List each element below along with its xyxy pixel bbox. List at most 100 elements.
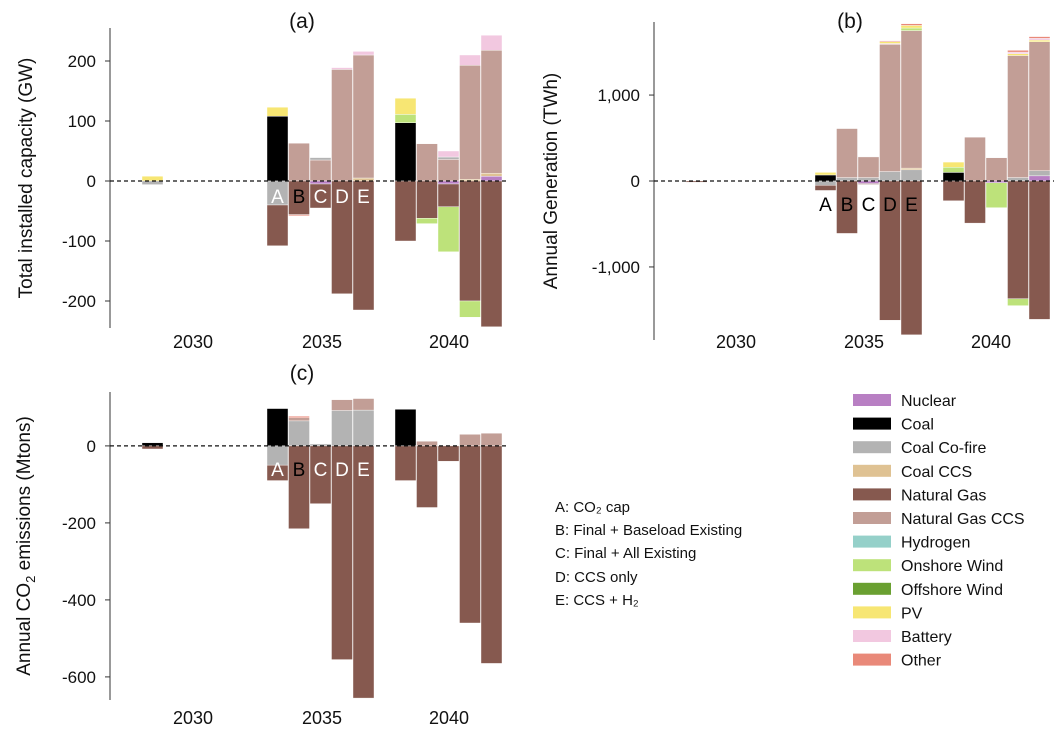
bar-segment bbox=[900, 27, 923, 31]
bar-segment bbox=[437, 156, 460, 160]
bar-2040-B bbox=[416, 143, 438, 224]
bar-segment bbox=[900, 180, 923, 336]
legend-swatch bbox=[853, 630, 891, 642]
bar-segment bbox=[1007, 55, 1029, 178]
year-label: 2040 bbox=[429, 708, 469, 728]
bar-segment bbox=[985, 157, 1008, 182]
legend-item: Coal Co-fire bbox=[853, 440, 986, 457]
bar-segment bbox=[437, 159, 460, 182]
bar-segment bbox=[416, 143, 438, 182]
bar-segment bbox=[879, 171, 901, 182]
legend-item: Coal bbox=[853, 417, 934, 434]
scenario-letter: B bbox=[293, 187, 306, 208]
legend: Nuclear Coal Coal Co-fire Coal CCS Natural G… bbox=[853, 393, 1025, 670]
bar-segment bbox=[480, 35, 503, 51]
bar-segment bbox=[1028, 38, 1051, 41]
bar-segment bbox=[836, 128, 858, 178]
bar-2040-B bbox=[964, 136, 986, 224]
scenario-letter: B bbox=[293, 460, 306, 481]
panel-2: 0 -200 -400 -600 Annual CO2 emissions (Mtons… bbox=[14, 362, 508, 728]
bar-segment bbox=[416, 441, 438, 447]
bar-2035-D bbox=[331, 399, 353, 660]
bar-2035-C bbox=[309, 443, 332, 504]
bar-segment bbox=[814, 174, 837, 182]
scenario-letter: E bbox=[357, 187, 370, 208]
legend-swatch bbox=[853, 606, 891, 619]
legend-label: Coal Co-fire bbox=[901, 440, 986, 457]
bar-2040-D bbox=[459, 54, 481, 318]
bar-segment bbox=[1007, 180, 1029, 299]
legend-item: Natural Gas CCS bbox=[853, 511, 1025, 528]
bar-segment bbox=[352, 409, 375, 447]
bar-segment bbox=[985, 180, 1008, 183]
bar-segment bbox=[141, 175, 164, 182]
bar-segment bbox=[480, 180, 503, 328]
scenario-letter: E bbox=[357, 460, 370, 481]
bar-2040-C bbox=[437, 445, 460, 462]
year-label: 2035 bbox=[302, 708, 342, 728]
panel-title: (a) bbox=[289, 10, 315, 33]
year-label: 2040 bbox=[971, 332, 1011, 352]
bar-segment bbox=[1028, 41, 1051, 171]
legend-swatch bbox=[853, 464, 891, 477]
bar-segment bbox=[1028, 36, 1051, 39]
y-tick-label: 0 bbox=[87, 172, 96, 191]
bar-segment bbox=[331, 69, 353, 182]
y-tick-label: -600 bbox=[62, 668, 96, 687]
bar-segment bbox=[480, 432, 503, 447]
y-axis-label: Total installed capacity (GW) bbox=[16, 58, 37, 299]
bar-segment bbox=[266, 464, 289, 481]
bar-segment bbox=[964, 136, 986, 182]
legend-label: Nuclear bbox=[901, 393, 957, 410]
bar-segment bbox=[857, 156, 880, 178]
year-label: 2030 bbox=[173, 332, 213, 352]
bar-segment bbox=[331, 410, 353, 447]
scenario-letter: C bbox=[862, 195, 876, 216]
bar-segment bbox=[857, 180, 880, 184]
legend-item: PV bbox=[853, 605, 923, 622]
bar-segment bbox=[814, 180, 837, 186]
bar-segment bbox=[1007, 53, 1029, 56]
bar-segment bbox=[437, 150, 460, 158]
bar-segment bbox=[814, 185, 837, 191]
bar-segment bbox=[437, 183, 460, 207]
bar-segment bbox=[394, 97, 417, 115]
bar-segment bbox=[459, 445, 481, 624]
bar-segment bbox=[900, 23, 923, 26]
y-tick-label: -200 bbox=[62, 514, 96, 533]
bar-segment bbox=[266, 408, 289, 447]
bar-2035-D bbox=[331, 67, 353, 295]
legend-item: Offshore Wind bbox=[853, 582, 1003, 599]
legend-swatch bbox=[853, 417, 891, 430]
scenario-letter: A bbox=[271, 460, 284, 481]
bar-segment bbox=[480, 445, 503, 664]
bar-segment bbox=[288, 214, 310, 217]
legend-label: Onshore Wind bbox=[901, 558, 1003, 575]
y-axis-label: Annual CO2 emissions (Mtons) bbox=[14, 416, 38, 676]
bar-segment bbox=[459, 300, 481, 318]
bar-2035-E bbox=[352, 51, 375, 311]
y-tick-label: -200 bbox=[62, 292, 96, 311]
bar-segment bbox=[942, 180, 965, 201]
bar-segment bbox=[394, 409, 417, 447]
bar-2035-E bbox=[352, 398, 375, 699]
bar-segment bbox=[394, 445, 417, 481]
bar-segment bbox=[964, 180, 986, 224]
y-tick-label: 1,000 bbox=[597, 86, 640, 105]
y-tick-label: -400 bbox=[62, 591, 96, 610]
y-tick-label: 100 bbox=[68, 112, 96, 131]
legend-item: Battery bbox=[853, 629, 952, 646]
bar-segment bbox=[900, 30, 923, 169]
bar-segment bbox=[309, 183, 332, 209]
bar-segment bbox=[394, 114, 417, 124]
bar-segment bbox=[352, 51, 375, 56]
bar-segment bbox=[879, 180, 901, 321]
scenario-letter: B bbox=[841, 195, 854, 216]
bar-2040-E bbox=[480, 432, 503, 664]
bar-segment bbox=[288, 420, 310, 447]
panel-title: (b) bbox=[837, 10, 863, 33]
legend-item: Coal CCS bbox=[853, 464, 972, 481]
legend-item: Hydrogen bbox=[853, 535, 970, 552]
